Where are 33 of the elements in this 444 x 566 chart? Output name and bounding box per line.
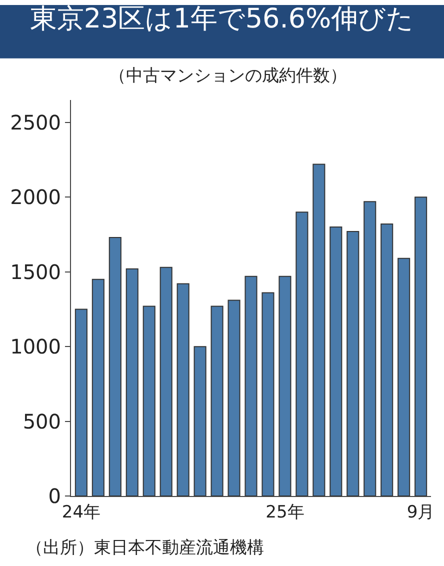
y-tick-label: 0 xyxy=(48,484,61,508)
bar xyxy=(210,306,224,496)
bar xyxy=(92,278,104,496)
bar xyxy=(414,196,428,496)
bar xyxy=(330,226,342,496)
bar xyxy=(278,276,292,496)
bar xyxy=(176,283,190,496)
bar xyxy=(296,212,308,496)
bar xyxy=(262,292,274,496)
bar xyxy=(398,258,410,496)
bar xyxy=(74,308,88,496)
bar xyxy=(126,268,138,496)
bar xyxy=(228,300,240,496)
y-tick-label: 1500 xyxy=(10,260,61,284)
bar xyxy=(312,164,326,496)
x-tick-label: 9月 xyxy=(406,502,435,522)
x-tick-label: 24年 xyxy=(62,502,101,522)
y-tick-label: 500 xyxy=(22,409,61,434)
bar xyxy=(194,346,206,496)
y-tick-label: 2500 xyxy=(10,110,61,134)
bar xyxy=(108,236,122,496)
y-tick-label: 1000 xyxy=(10,334,61,359)
chart-subtitle: （中古マンションの成約件数） xyxy=(109,66,347,86)
bar xyxy=(244,276,258,496)
chart-title: 東京23区は1年で56.6%伸びた xyxy=(30,3,414,34)
bar xyxy=(346,231,360,496)
y-tick-label: 2000 xyxy=(10,185,61,210)
bar xyxy=(160,266,172,496)
x-tick-label: 25年 xyxy=(266,502,304,522)
bar xyxy=(364,201,376,496)
bar xyxy=(380,224,394,496)
text: （出所）東日本不動産流通機構 xyxy=(26,538,264,558)
bar xyxy=(142,306,156,496)
